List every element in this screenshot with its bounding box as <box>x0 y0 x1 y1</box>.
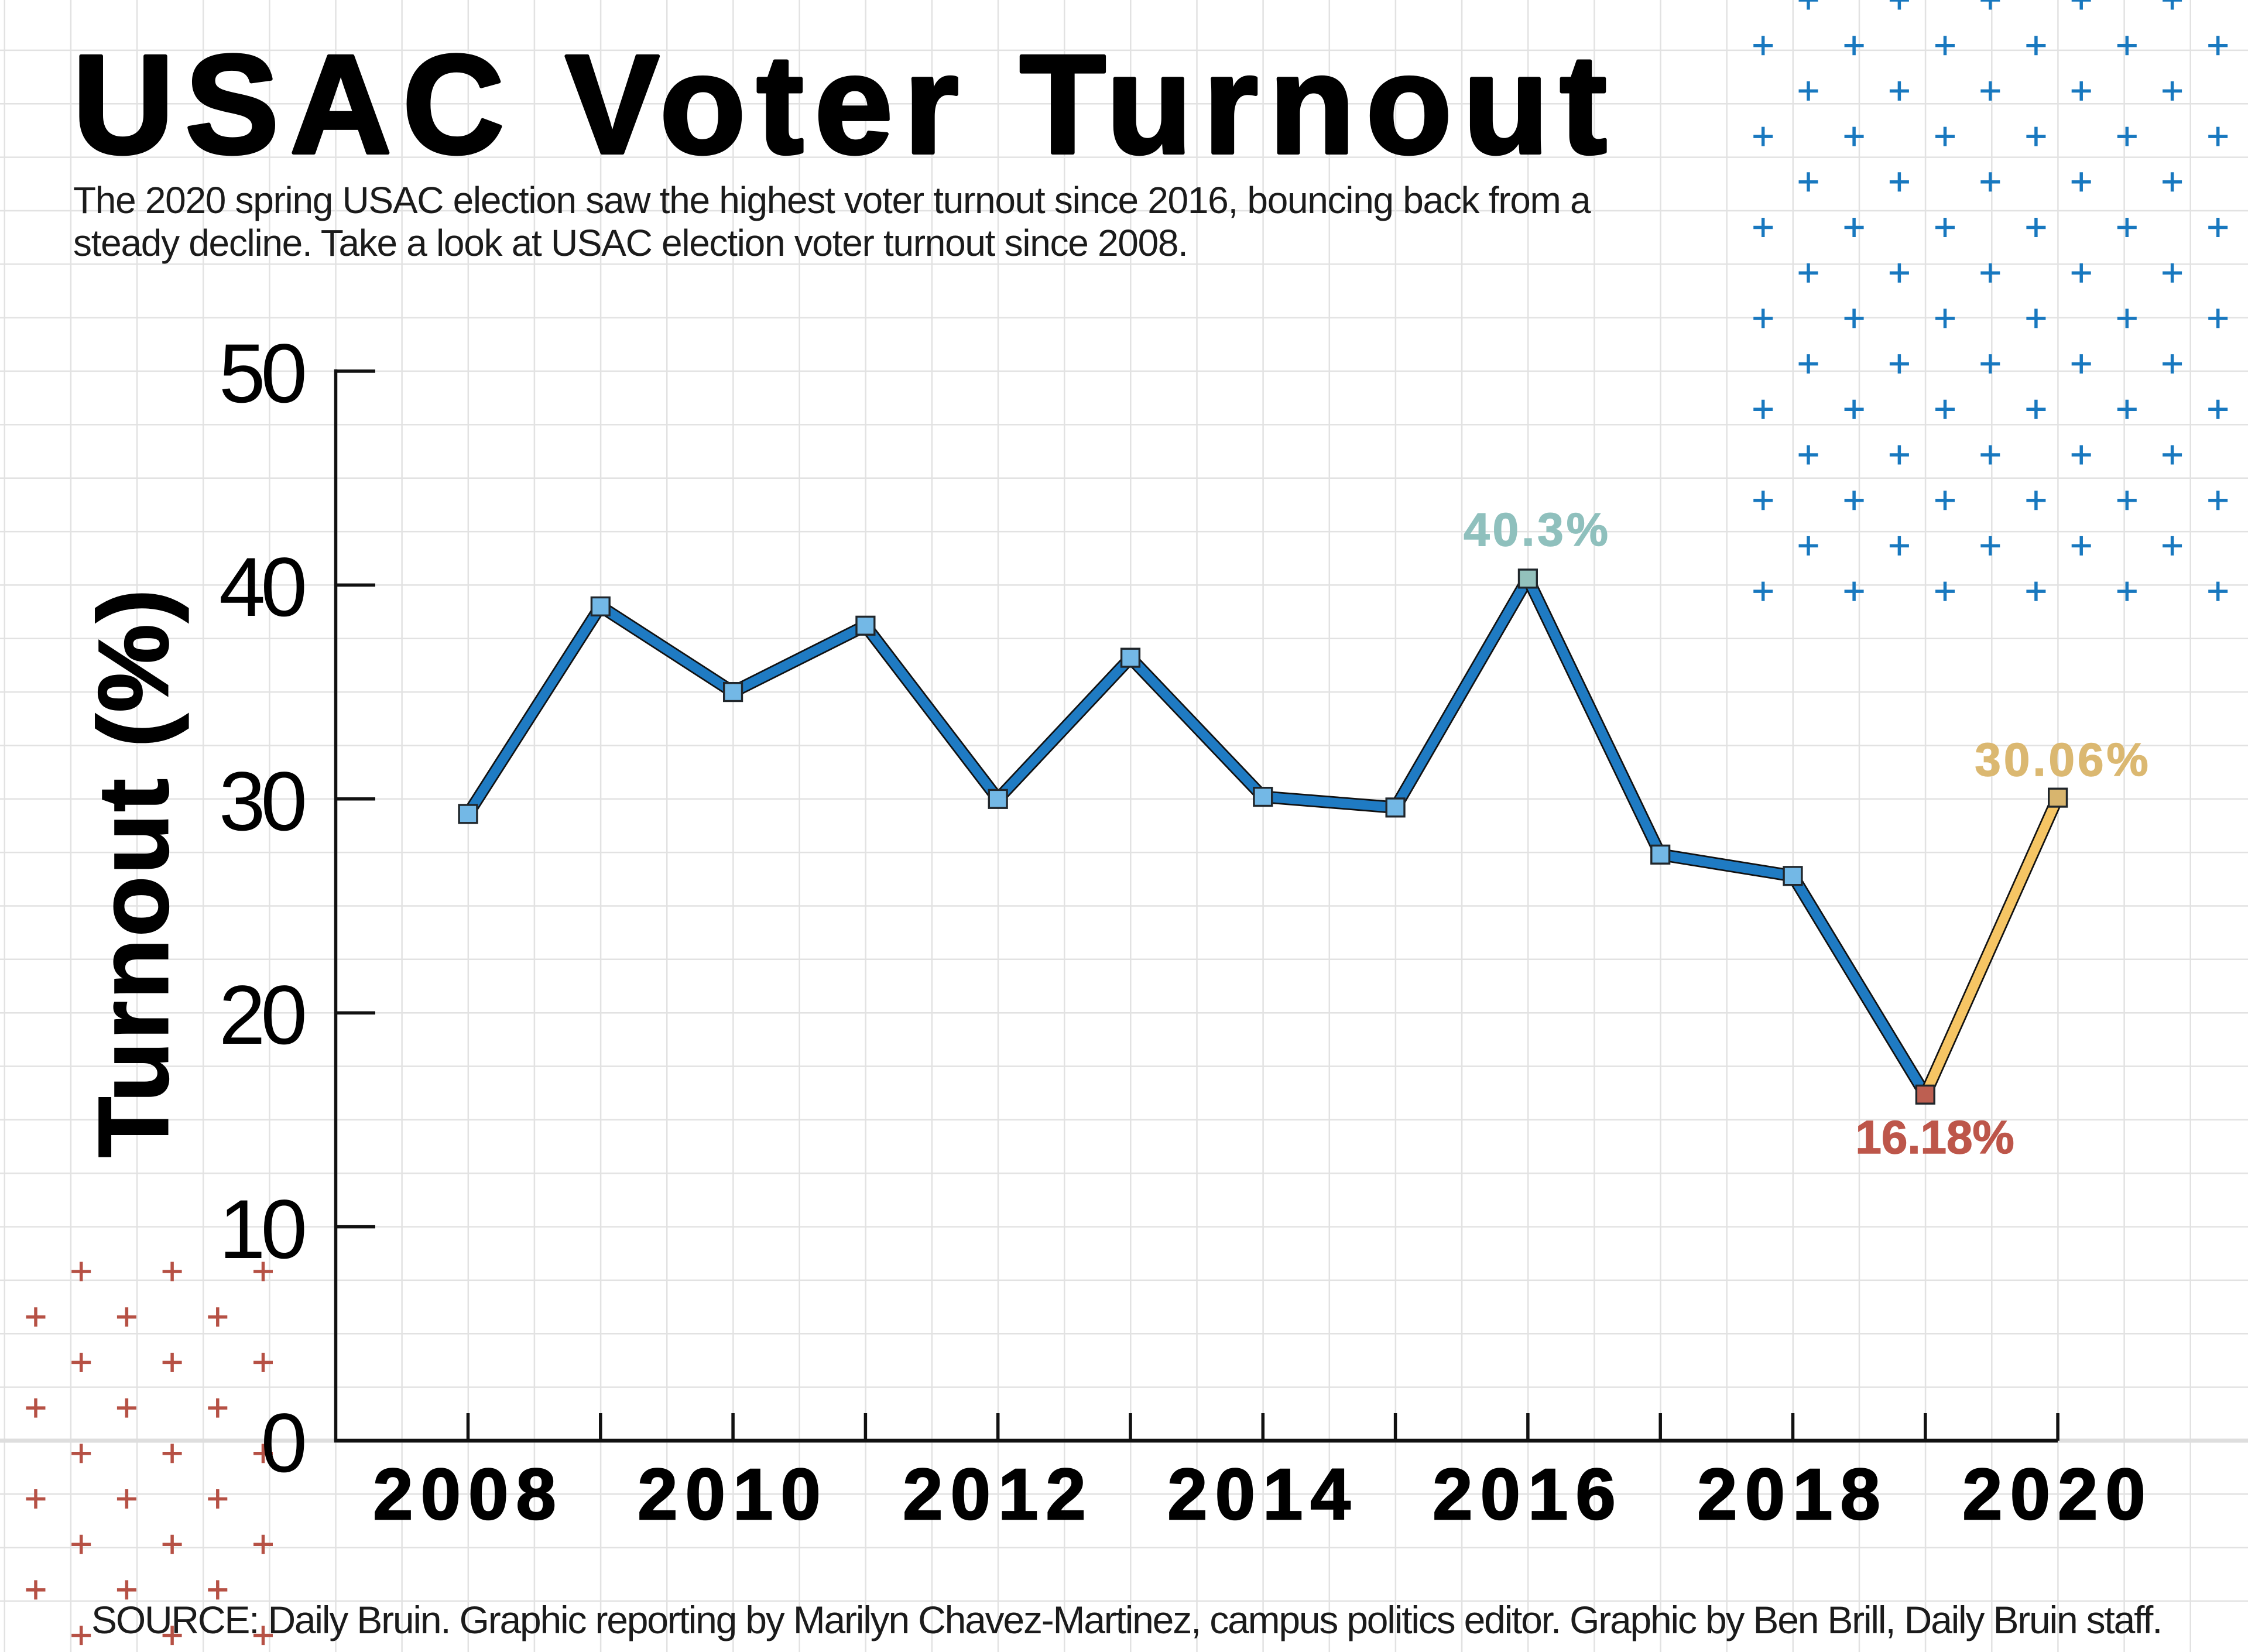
svg-text:16.18%: 16.18% <box>1855 1111 2014 1163</box>
svg-text:Turnout (%): Turnout (%) <box>78 587 189 1157</box>
svg-text:2016: 2016 <box>1433 1455 1623 1535</box>
svg-text:10: 10 <box>219 1183 304 1276</box>
svg-text:30: 30 <box>219 755 304 848</box>
svg-text:50: 50 <box>219 327 304 420</box>
svg-text:SOURCE: Daily Bruin. Graphic r: SOURCE: Daily Bruin. Graphic reporting b… <box>91 1598 2161 1641</box>
svg-text:40: 40 <box>219 541 304 634</box>
svg-text:2014: 2014 <box>1167 1455 1358 1535</box>
svg-text:2008: 2008 <box>373 1455 564 1535</box>
svg-text:The 2020 spring USAC election: The 2020 spring USAC election saw the hi… <box>73 179 1591 221</box>
svg-text:0: 0 <box>261 1397 304 1490</box>
svg-text:2018: 2018 <box>1697 1455 1888 1535</box>
svg-text:USAC Voter Turnout: USAC Voter Turnout <box>73 26 1618 183</box>
svg-text:2012: 2012 <box>903 1455 1094 1535</box>
svg-text:30.06%: 30.06% <box>1975 734 2151 786</box>
svg-text:steady decline. Take a look at: steady decline. Take a look at USAC elec… <box>73 222 1188 264</box>
svg-text:40.3%: 40.3% <box>1464 503 1611 556</box>
svg-text:2020: 2020 <box>1962 1455 2153 1535</box>
svg-text:20: 20 <box>219 969 304 1062</box>
svg-text:2010: 2010 <box>638 1455 828 1535</box>
